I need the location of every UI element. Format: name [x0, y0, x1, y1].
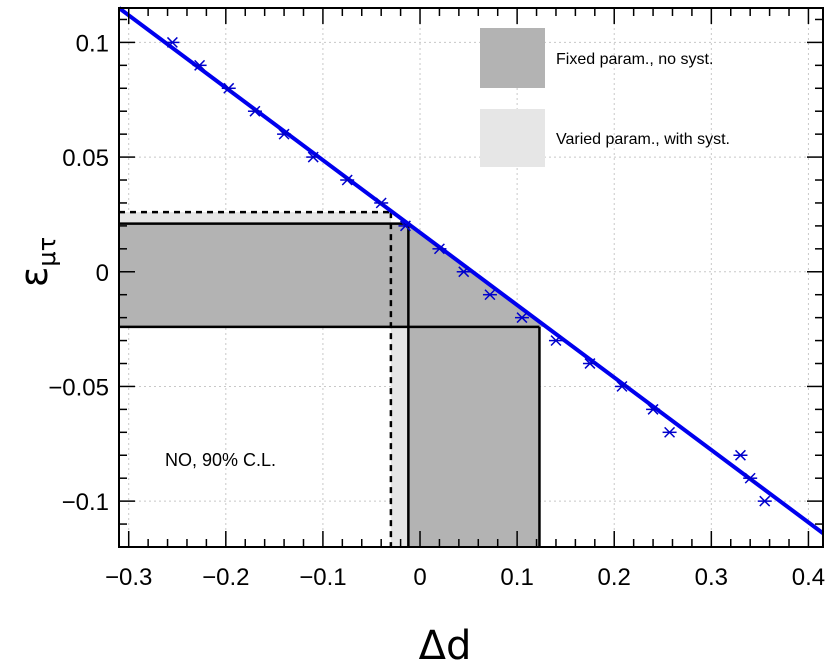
- point-stroke: [223, 82, 235, 94]
- data-point: [514, 312, 529, 324]
- allowed-regions: [119, 210, 547, 547]
- point-stroke: [375, 197, 387, 209]
- point-stroke: [516, 312, 528, 324]
- fit-line: [117, 6, 825, 535]
- legend-label-varied: Varied param., with syst.: [556, 131, 730, 148]
- fixed-band-epsilon: [119, 223, 409, 327]
- data-point: [582, 358, 597, 369]
- annotation-text: NO, 90% C.L.: [165, 450, 276, 470]
- data-point: [277, 128, 292, 140]
- point-stroke: [550, 335, 562, 347]
- data-points: [165, 36, 772, 507]
- y-axis-title-main: ε: [12, 267, 56, 288]
- data-point: [646, 403, 661, 415]
- data-point: [743, 472, 758, 484]
- y-tick-label: −0.1: [62, 489, 109, 516]
- data-point: [340, 174, 355, 186]
- y-tick-label: −0.05: [48, 374, 109, 401]
- legend-label-fixed: Fixed param., no syst.: [556, 51, 713, 68]
- data-point: [432, 243, 447, 255]
- legend: Fixed param., no syst. Varied param., wi…: [480, 28, 730, 167]
- axis-ticks: −0.3 −0.2 −0.1 0 0.1 0.2 0.3 0.4 −0.1 −0.05 0 0.05 0…: [48, 8, 825, 591]
- data-point: [662, 426, 677, 438]
- y-axis-title: εμτ: [12, 237, 61, 287]
- varied-band-epsilon: [119, 212, 391, 224]
- point-stroke: [484, 289, 496, 301]
- data-point: [192, 59, 207, 71]
- x-tick-label: 0.1: [500, 564, 533, 591]
- y-tick-label: 0.1: [76, 30, 109, 57]
- point-stroke: [433, 243, 445, 255]
- data-point: [733, 449, 748, 461]
- data-point: [482, 289, 497, 301]
- y-axis-title-subscript: μτ: [33, 237, 61, 267]
- varied-band-delta-d: [390, 326, 409, 547]
- point-stroke: [616, 380, 628, 392]
- point-stroke: [278, 128, 290, 140]
- x-tick-label: −0.3: [105, 564, 152, 591]
- x-tick-label: 0: [413, 564, 426, 591]
- point-stroke: [249, 105, 261, 117]
- data-point: [306, 151, 321, 163]
- x-tick-label: 0.2: [598, 564, 631, 591]
- point-stroke: [664, 426, 676, 438]
- x-tick-label: −0.2: [202, 564, 249, 591]
- y-tick-label: 0: [96, 260, 109, 287]
- y-tick-label: 0.05: [62, 145, 109, 172]
- point-stroke: [166, 36, 178, 48]
- point-stroke: [744, 472, 756, 484]
- plot-frame: [118, 7, 824, 548]
- data-point: [398, 220, 413, 232]
- data-point: [165, 36, 180, 48]
- data-point: [221, 82, 236, 94]
- fixed-band-delta-d: [408, 326, 540, 547]
- data-point: [456, 266, 471, 278]
- x-axis-title: Δd: [419, 623, 472, 668]
- legend-swatch-varied: [480, 109, 545, 167]
- data-point: [374, 197, 389, 209]
- point-stroke: [647, 403, 659, 415]
- x-tick-label: 0.4: [792, 564, 825, 591]
- data-point: [548, 335, 563, 347]
- point-stroke: [399, 220, 411, 232]
- point-stroke: [458, 266, 470, 278]
- point-stroke: [759, 495, 771, 507]
- point-stroke: [584, 358, 596, 369]
- x-tick-label: 0.3: [695, 564, 728, 591]
- data-point: [614, 380, 629, 392]
- data-point: [757, 495, 772, 507]
- point-stroke: [194, 59, 206, 71]
- point-stroke: [307, 151, 319, 163]
- point-stroke: [341, 174, 353, 186]
- point-stroke: [734, 449, 746, 461]
- fit-line-group: [117, 6, 825, 535]
- legend-swatch-fixed: [480, 28, 545, 88]
- x-tick-label: −0.1: [299, 564, 346, 591]
- data-point: [247, 105, 262, 117]
